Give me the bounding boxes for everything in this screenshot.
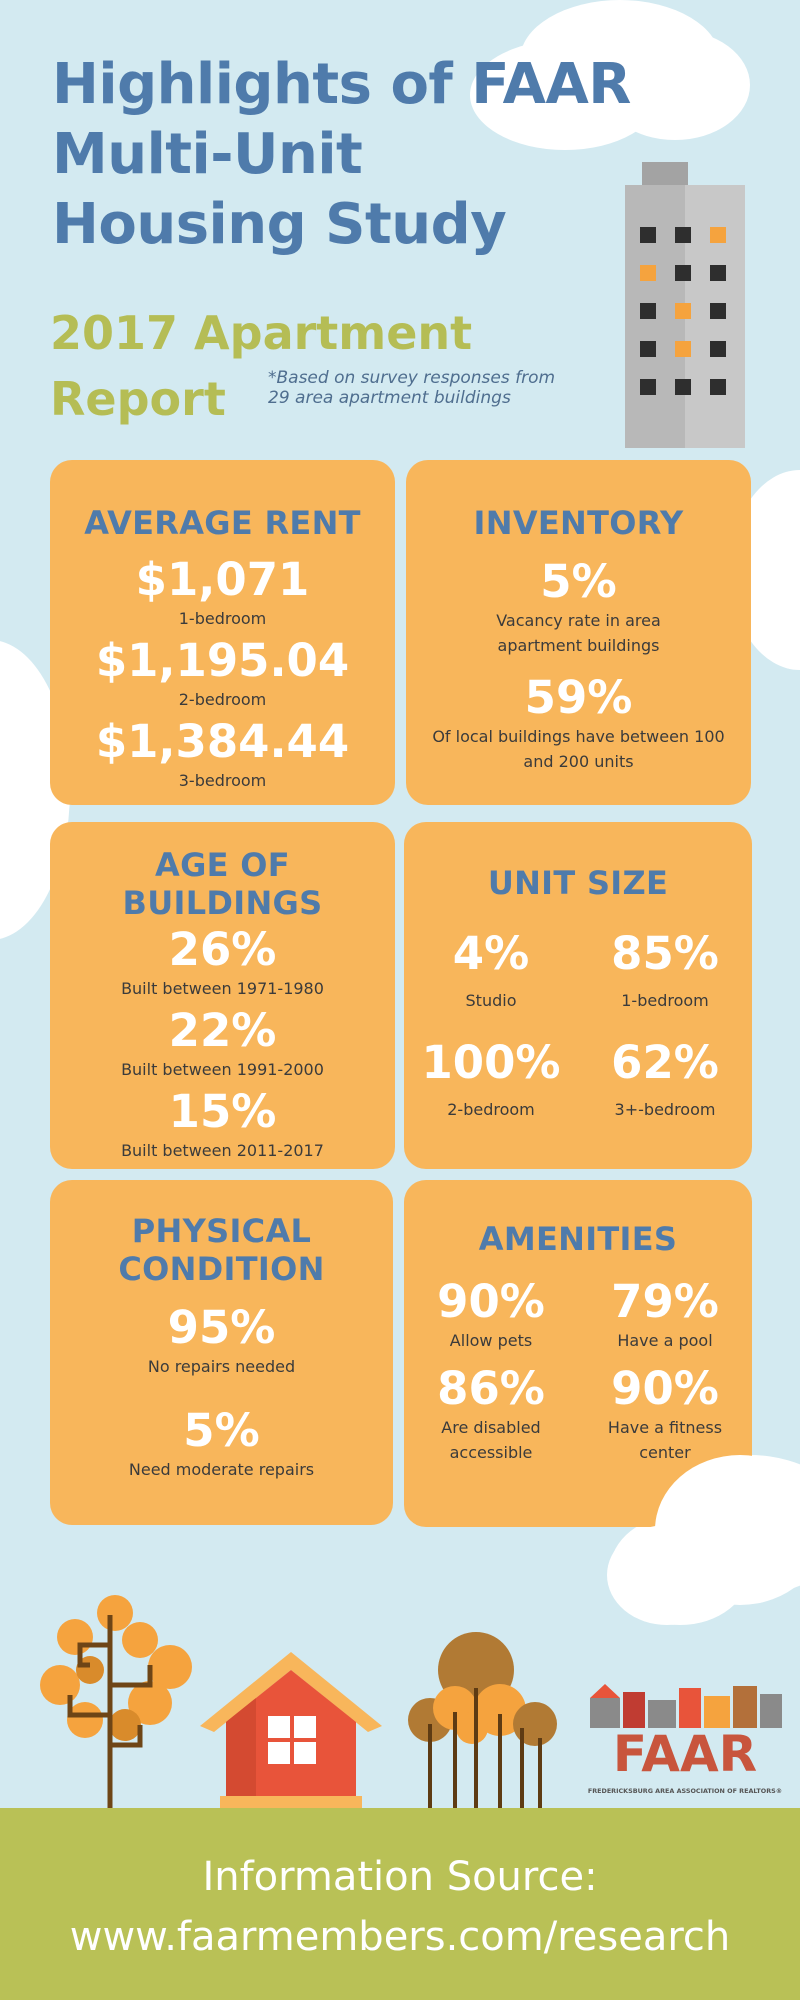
fitness-value: 90%	[611, 1362, 719, 1415]
unit-size-grid: 4% Studio 85% 1-bedroom 100% 2-bedroom 6…	[404, 928, 752, 1122]
heading-line: PHYSICAL	[131, 1212, 312, 1250]
footer-bar	[0, 1808, 800, 2000]
building-window	[710, 265, 726, 281]
moderate-repairs-value: 5%	[183, 1404, 260, 1457]
building-size-label: Of local buildings have between 100 and …	[432, 727, 725, 771]
two-bedroom-value: 100%	[421, 1036, 561, 1089]
building-window	[675, 379, 691, 395]
age-2011-value: 15%	[168, 1085, 277, 1138]
vacancy-rate-value: 5%	[540, 555, 617, 608]
average-rent-card: AVERAGE RENT $1,071 1-bedroom $1,195.04 …	[50, 460, 395, 805]
moderate-repairs-label: Need moderate repairs	[128, 1460, 315, 1479]
physical-condition-card: PHYSICAL CONDITION 95% No repairs needed…	[50, 1180, 393, 1525]
logo-tagline: FREDERICKSBURG AREA ASSOCIATION OF REALT…	[587, 1787, 783, 1795]
title-line: Housing Study	[52, 192, 507, 257]
unit-size-item: 62% 3+-bedroom	[578, 1037, 752, 1122]
accessible-value: 86%	[437, 1362, 545, 1415]
no-repairs-label: No repairs needed	[147, 1357, 296, 1376]
apartment-building-icon	[625, 162, 745, 448]
building-window	[640, 379, 656, 395]
amenities-heading: AMENITIES	[478, 1220, 678, 1258]
amenity-item: 79% Have a pool	[578, 1276, 752, 1353]
building-window	[640, 265, 656, 281]
amenities-grid: 90% Allow pets 79% Have a pool 86% Are d…	[404, 1276, 752, 1465]
rent-2br-value: $1,195.04	[95, 634, 350, 687]
inventory-heading: INVENTORY	[473, 504, 684, 542]
footer-source-url[interactable]: www.faarmembers.com/research	[69, 1914, 731, 1960]
unit-size-card: UNIT SIZE 4% Studio 85% 1-bedroom 100% 2…	[404, 822, 752, 1169]
age-1991-value: 22%	[168, 1004, 277, 1057]
physical-condition-heading: PHYSICAL CONDITION	[50, 1212, 393, 1288]
cloud-top-right	[600, 30, 750, 140]
rooftops-icon	[590, 1684, 782, 1728]
subtitle-line: 2017 Apartment	[50, 306, 473, 360]
age-of-buildings-card: AGE OF BUILDINGS 26% Built between 1971-…	[50, 822, 395, 1169]
trees-right-icon	[408, 1632, 557, 1808]
tree-left-icon	[40, 1595, 192, 1813]
building-window	[640, 227, 656, 243]
unit-size-heading: UNIT SIZE	[487, 864, 669, 902]
rent-3br-label: 3-bedroom	[178, 771, 267, 790]
house-icon	[200, 1652, 382, 1808]
studio-value: 4%	[452, 927, 530, 980]
pets-label: Allow pets	[449, 1331, 533, 1350]
two-bedroom-label: 2-bedroom	[447, 1100, 535, 1119]
title-line: Highlights of FAAR	[52, 52, 631, 117]
fitness-label: Have a fitness center	[607, 1418, 723, 1462]
age-2011-label: Built between 2011-2017	[121, 1141, 324, 1160]
building-window	[710, 341, 726, 357]
pool-label: Have a pool	[617, 1331, 713, 1350]
faar-logo: FAAR FREDERICKSBURG AREA ASSOCIATION OF …	[585, 1678, 785, 1808]
age-1991-label: Built between 1991-2000	[121, 1060, 324, 1079]
title-line: Multi-Unit	[52, 122, 363, 187]
building-window	[675, 303, 691, 319]
amenity-item: 90% Allow pets	[404, 1276, 578, 1353]
page-subtitle: 2017 Apartment Report	[50, 300, 472, 432]
pets-value: 90%	[437, 1275, 545, 1328]
building-window	[675, 227, 691, 243]
building-window	[640, 341, 656, 357]
accessible-label: Are disabled accessible	[441, 1418, 541, 1462]
studio-label: Studio	[465, 991, 517, 1010]
logo-wordmark: FAAR	[612, 1725, 758, 1783]
rent-1br-label: 1-bedroom	[178, 609, 267, 628]
rent-2br-label: 2-bedroom	[178, 690, 267, 709]
building-size-value: 59%	[524, 671, 633, 724]
rent-3br-value: $1,384.44	[95, 715, 350, 768]
vacancy-rate-label: Vacancy rate in area apartment buildings	[496, 611, 661, 655]
age-1971-value: 26%	[168, 923, 277, 976]
heading-line: CONDITION	[118, 1250, 325, 1288]
three-bedroom-label: 3+-bedroom	[614, 1100, 716, 1119]
age-of-buildings-heading: AGE OF BUILDINGS	[50, 846, 395, 922]
one-bedroom-value: 85%	[611, 927, 719, 980]
three-bedroom-value: 62%	[611, 1036, 719, 1089]
age-1971-label: Built between 1971-1980	[121, 979, 324, 998]
building-window	[710, 379, 726, 395]
amenity-item: 90% Have a fitness center	[578, 1363, 752, 1465]
survey-footnote: *Based on survey responses from 29 area …	[268, 368, 556, 408]
rent-1br-value: $1,071	[135, 553, 310, 606]
amenity-item: 86% Are disabled accessible	[404, 1363, 578, 1465]
heading-line: BUILDINGS	[122, 884, 323, 922]
building-window	[710, 303, 726, 319]
building-window	[640, 303, 656, 319]
inventory-card: INVENTORY 5% Vacancy rate in area apartm…	[406, 460, 751, 805]
one-bedroom-label: 1-bedroom	[621, 991, 709, 1010]
unit-size-item: 100% 2-bedroom	[404, 1037, 578, 1122]
unit-size-item: 4% Studio	[404, 928, 578, 1013]
pool-value: 79%	[611, 1275, 719, 1328]
subtitle-line: Report	[50, 372, 226, 426]
building-window	[675, 265, 691, 281]
building-window	[710, 227, 726, 243]
page-title: Highlights of FAAR Multi-Unit Housing St…	[52, 50, 692, 260]
no-repairs-value: 95%	[167, 1301, 276, 1354]
amenities-card: AMENITIES 90% Allow pets 79% Have a pool…	[404, 1180, 752, 1527]
footer-source-label: Information Source:	[202, 1854, 598, 1900]
unit-size-item: 85% 1-bedroom	[578, 928, 752, 1013]
building-window	[675, 341, 691, 357]
cloud-overlap	[607, 1525, 727, 1625]
average-rent-heading: AVERAGE RENT	[84, 504, 361, 542]
heading-line: AGE OF	[155, 846, 290, 884]
